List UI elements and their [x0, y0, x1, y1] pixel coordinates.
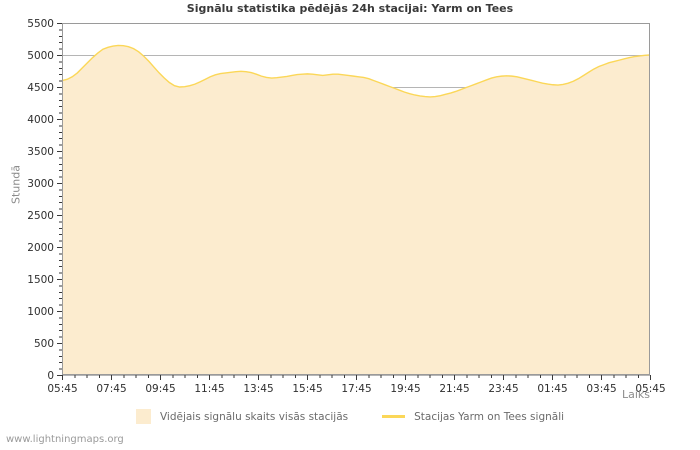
svg-text:500: 500	[34, 338, 54, 350]
axes	[62, 23, 650, 375]
svg-text:23:45: 23:45	[488, 383, 518, 395]
x-axis-ticks: 05:45 07:45 09:45 11:45 13:45 15:45 17:45 19:45…	[47, 375, 666, 395]
svg-text:2000: 2000	[27, 242, 54, 254]
svg-text:15:45: 15:45	[292, 383, 322, 395]
legend-item-average[interactable]: Vidējais signālu skaits visās stacijās	[135, 409, 349, 424]
footer-site-url: www.lightningmaps.org	[6, 434, 124, 445]
svg-text:09:45: 09:45	[145, 383, 175, 395]
svg-text:07:45: 07:45	[96, 383, 126, 395]
svg-text:05:45: 05:45	[635, 383, 665, 395]
svg-text:1000: 1000	[27, 306, 54, 318]
legend-label-station: Stacijas Yarm on Tees signāli	[414, 410, 565, 423]
y-axis-label: Stundā	[9, 165, 23, 204]
svg-text:05:45: 05:45	[47, 383, 77, 395]
svg-text:11:45: 11:45	[194, 383, 224, 395]
legend-item-station[interactable]: Stacijas Yarm on Tees signāli	[382, 411, 564, 423]
legend-line-swatch-icon	[382, 415, 406, 418]
svg-text:3500: 3500	[27, 146, 54, 158]
svg-text:17:45: 17:45	[341, 383, 371, 395]
y-axis-ticks: 0 500 1000 1500 2000 2500 3000 3500 4000 4500 5000…	[27, 18, 62, 382]
chart-legend: Vidējais signālu skaits visās stacijās S…	[0, 409, 700, 424]
svg-text:2500: 2500	[27, 210, 54, 222]
svg-text:1500: 1500	[27, 274, 54, 286]
svg-text:13:45: 13:45	[243, 383, 273, 395]
svg-text:4000: 4000	[27, 114, 54, 126]
svg-text:03:45: 03:45	[586, 383, 616, 395]
svg-text:5000: 5000	[27, 50, 54, 62]
svg-text:5500: 5500	[27, 18, 54, 30]
svg-text:19:45: 19:45	[390, 383, 420, 395]
svg-text:4500: 4500	[27, 82, 54, 94]
svg-text:0: 0	[47, 370, 54, 382]
x-axis-label: Laiks	[621, 388, 650, 401]
legend-label-average: Vidējais signālu skaits visās stacijās	[159, 410, 349, 423]
legend-area-swatch-icon	[135, 409, 151, 424]
series-line-station	[61, 44, 651, 98]
svg-text:01:45: 01:45	[537, 383, 567, 395]
svg-text:21:45: 21:45	[439, 383, 469, 395]
series-area-average	[62, 45, 650, 376]
chart-title: Signālu statistika pēdējās 24h stacijai:…	[186, 2, 514, 15]
svg-text:3000: 3000	[27, 178, 54, 190]
